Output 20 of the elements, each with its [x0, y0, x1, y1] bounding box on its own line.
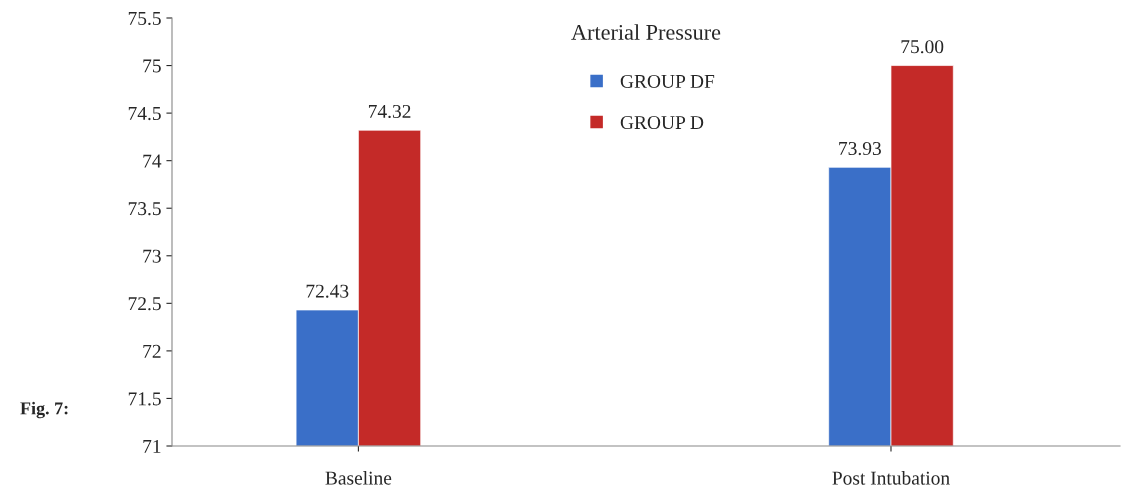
y-tick-label: 73 — [143, 249, 161, 263]
caption: Fig. 7: — [20, 401, 68, 419]
y-tick-label: 74.5 — [128, 107, 161, 121]
y-tick-label: 71 — [143, 439, 161, 453]
y-tick-label: 71.5 — [128, 392, 161, 406]
y-tick-label: 74 — [143, 154, 162, 168]
legend-label: GROUP DF — [620, 74, 715, 88]
data-label: 72.43 — [306, 284, 349, 298]
data-label: 74.32 — [368, 104, 411, 119]
legend-label: GROUP D — [620, 116, 704, 130]
chart-title: Arterial Pressure — [571, 24, 721, 40]
y-tick-label: 75.5 — [128, 12, 161, 26]
y-tick-label: 72.5 — [128, 297, 161, 311]
x-tick-label: Post Intubation — [832, 471, 950, 485]
data-label: 75.00 — [901, 40, 944, 54]
y-tick-label: 73.5 — [128, 202, 161, 216]
x-tick-label: Baseline — [325, 471, 392, 485]
y-tick-label: 75 — [143, 59, 161, 73]
data-label: 73.93 — [839, 141, 881, 156]
y-tick-label: 72 — [143, 344, 161, 358]
